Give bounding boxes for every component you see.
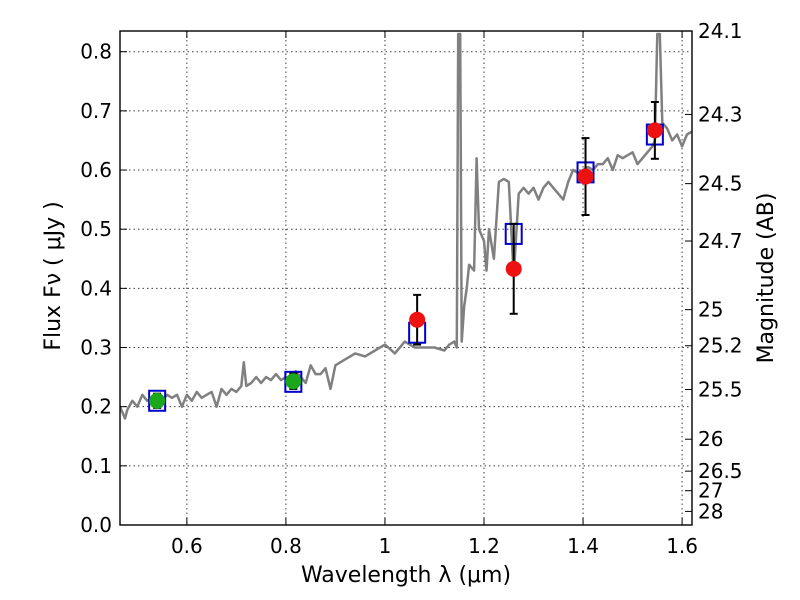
y-tick-label: 0.2 — [80, 395, 112, 419]
y2-tick-label: 24.1 — [698, 19, 743, 43]
y-tick-label: 0.8 — [80, 40, 112, 64]
y-tick-label: 0.5 — [80, 217, 112, 241]
x-axis-label: Wavelength λ (μm) — [301, 563, 511, 588]
x-tick-label: 0.6 — [171, 534, 203, 558]
y2-tick-label: 24.7 — [698, 229, 743, 253]
axes: 0.6 0.8 1 1.2 1.4 1.6 0.0 0.1 0.2 0.3 0.4 0.5 0.6 0.7… — [80, 19, 742, 558]
y2-tick-label: 24.5 — [698, 172, 743, 196]
y-tick-label: 0.7 — [80, 99, 112, 123]
model-flux-square — [284, 370, 303, 393]
grid — [120, 31, 692, 525]
observed-flux-point — [409, 311, 426, 328]
y2-tick-label: 25 — [698, 298, 723, 322]
y-tick-label: 0.6 — [80, 158, 112, 182]
y-tick-label: 0.0 — [80, 513, 112, 537]
x-tick-label: 1.6 — [666, 534, 698, 558]
y-tick-label: 0.1 — [80, 454, 112, 478]
y2-tick-label: 26 — [698, 427, 723, 451]
axes-frame — [119, 30, 693, 526]
x-tick-label: 1.2 — [468, 534, 500, 558]
observed-flux-point — [149, 392, 166, 409]
x-tick-label: 0.8 — [270, 534, 302, 558]
observed-flux-point — [285, 373, 302, 390]
sed-model-line — [120, 32, 692, 420]
y2-tick-label: 26.5 — [698, 459, 743, 483]
x-tick-label: 1.4 — [567, 534, 599, 558]
y2-tick-label: 28 — [698, 499, 723, 523]
y-tick-label: 0.4 — [80, 276, 112, 300]
observed-flux-point — [505, 260, 522, 277]
y2-tick-label: 27 — [698, 479, 723, 503]
observed-flux-point — [646, 122, 663, 139]
y-axis-label: Flux Fν ( μJy ) — [41, 201, 66, 350]
y2-tick-label: 24.3 — [698, 102, 743, 126]
y2-tick-label: 25.5 — [698, 378, 743, 402]
plot-area — [120, 32, 692, 420]
x-tick-label: 1 — [379, 534, 392, 558]
observed-flux-point — [577, 168, 594, 185]
y2-tick-label: 25.2 — [698, 334, 743, 358]
y-tick-label: 0.3 — [80, 336, 112, 360]
y2-axis-label: Magnitude (AB) — [754, 193, 779, 364]
